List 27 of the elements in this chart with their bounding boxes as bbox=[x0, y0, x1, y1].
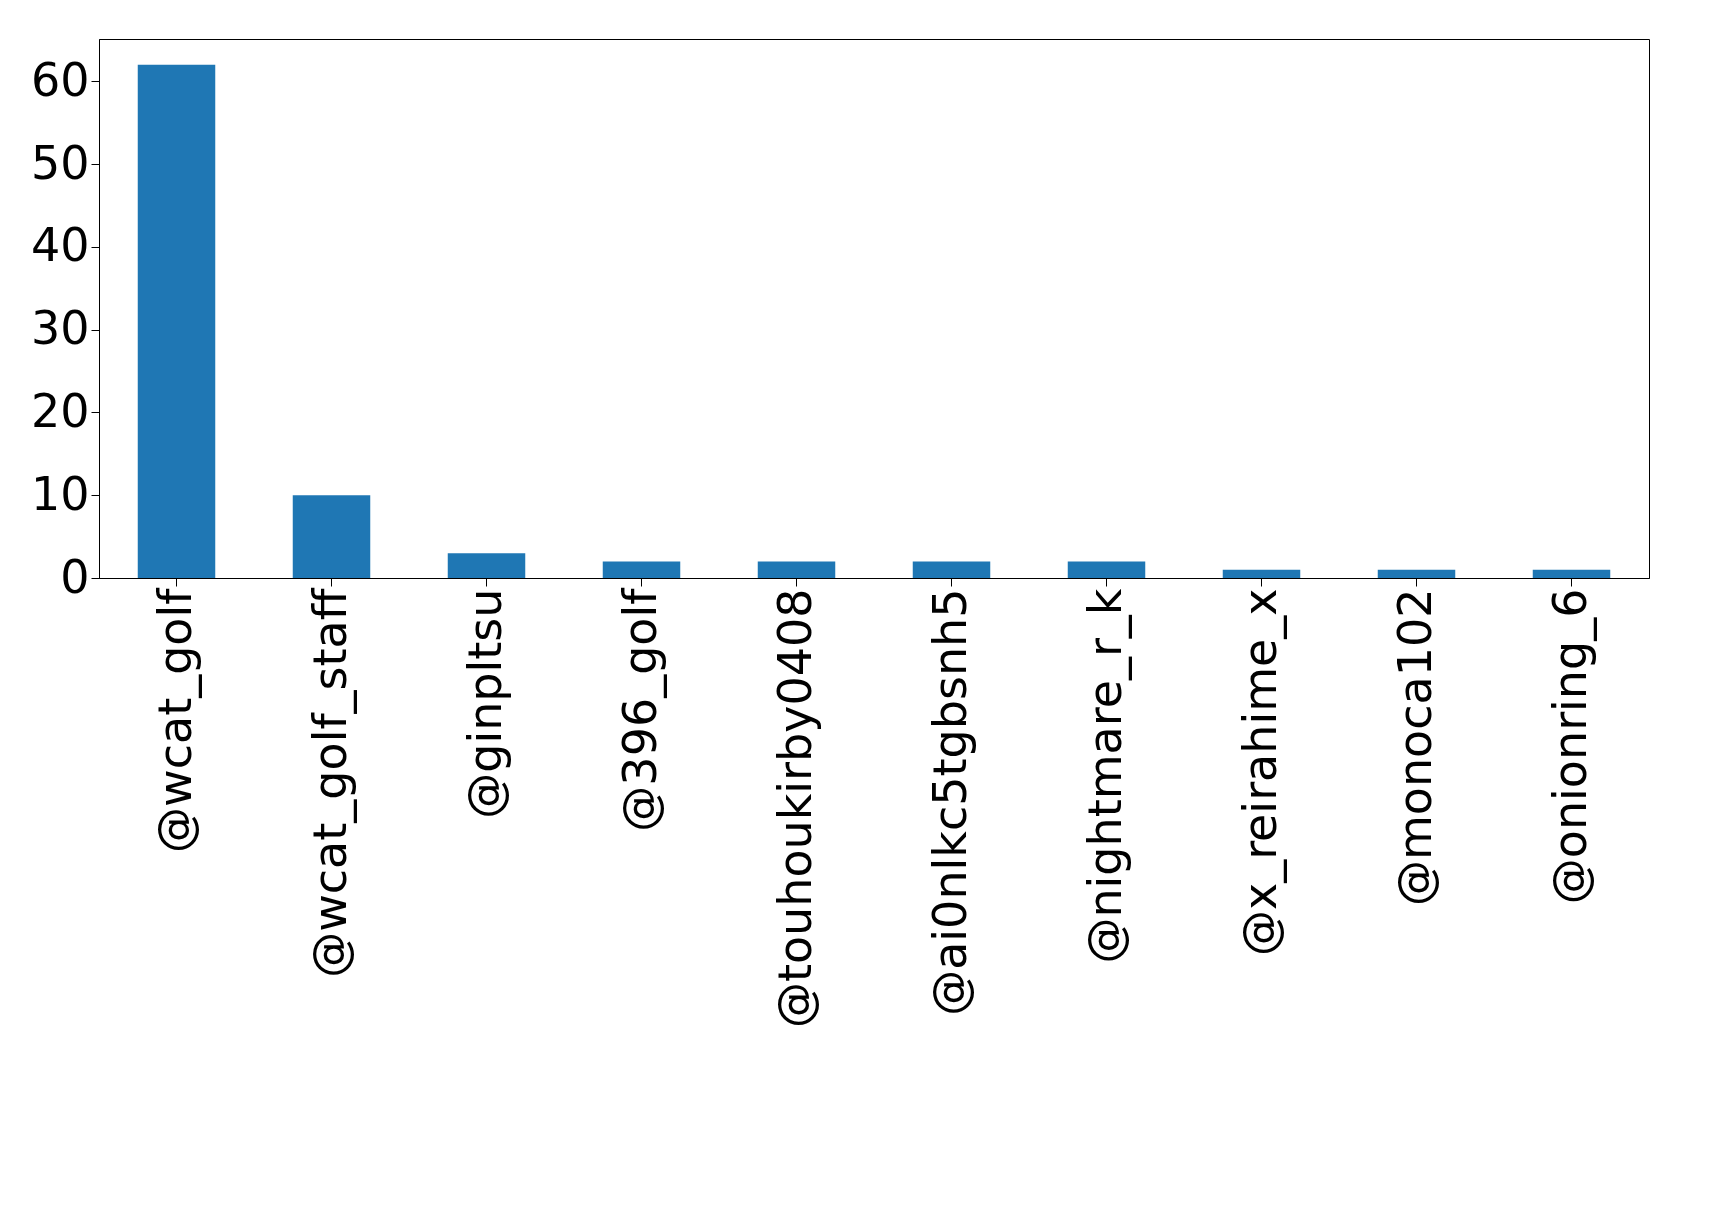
x-tick-label: @wcat_golf_staff bbox=[302, 587, 357, 978]
bar bbox=[292, 495, 371, 578]
x-tick-label: @onionring_6 bbox=[1542, 588, 1597, 905]
y-tick-label: 50 bbox=[30, 135, 90, 190]
bar bbox=[137, 64, 216, 578]
bar bbox=[912, 561, 991, 578]
bar bbox=[602, 561, 681, 578]
bar bbox=[757, 561, 836, 578]
x-tick-label: @monoca102 bbox=[1387, 588, 1442, 907]
x-tick-label: @nightmare_r_k bbox=[1077, 588, 1132, 964]
bar bbox=[1532, 569, 1611, 578]
y-tick-label: 10 bbox=[30, 466, 90, 521]
y-tick-label: 40 bbox=[30, 218, 90, 273]
x-tick-label: @396_golf bbox=[612, 586, 667, 832]
bar bbox=[447, 553, 526, 578]
bar bbox=[1222, 569, 1301, 578]
bar bbox=[1377, 569, 1456, 578]
x-tick-label: @ai0nlkc5tgbsnh5 bbox=[922, 588, 977, 1016]
y-tick-label: 60 bbox=[30, 52, 90, 107]
bar bbox=[1067, 561, 1146, 578]
x-tick-label: @touhoukirby0408 bbox=[767, 588, 822, 1029]
y-tick-label: 30 bbox=[30, 301, 90, 356]
y-tick-label: 0 bbox=[60, 549, 90, 604]
y-tick-label: 20 bbox=[30, 383, 90, 438]
x-tick-label: @wcat_golf bbox=[147, 586, 202, 853]
x-tick-label: @x_reirahime_x bbox=[1232, 588, 1287, 957]
x-tick-label: @ginpltsu bbox=[457, 588, 512, 819]
